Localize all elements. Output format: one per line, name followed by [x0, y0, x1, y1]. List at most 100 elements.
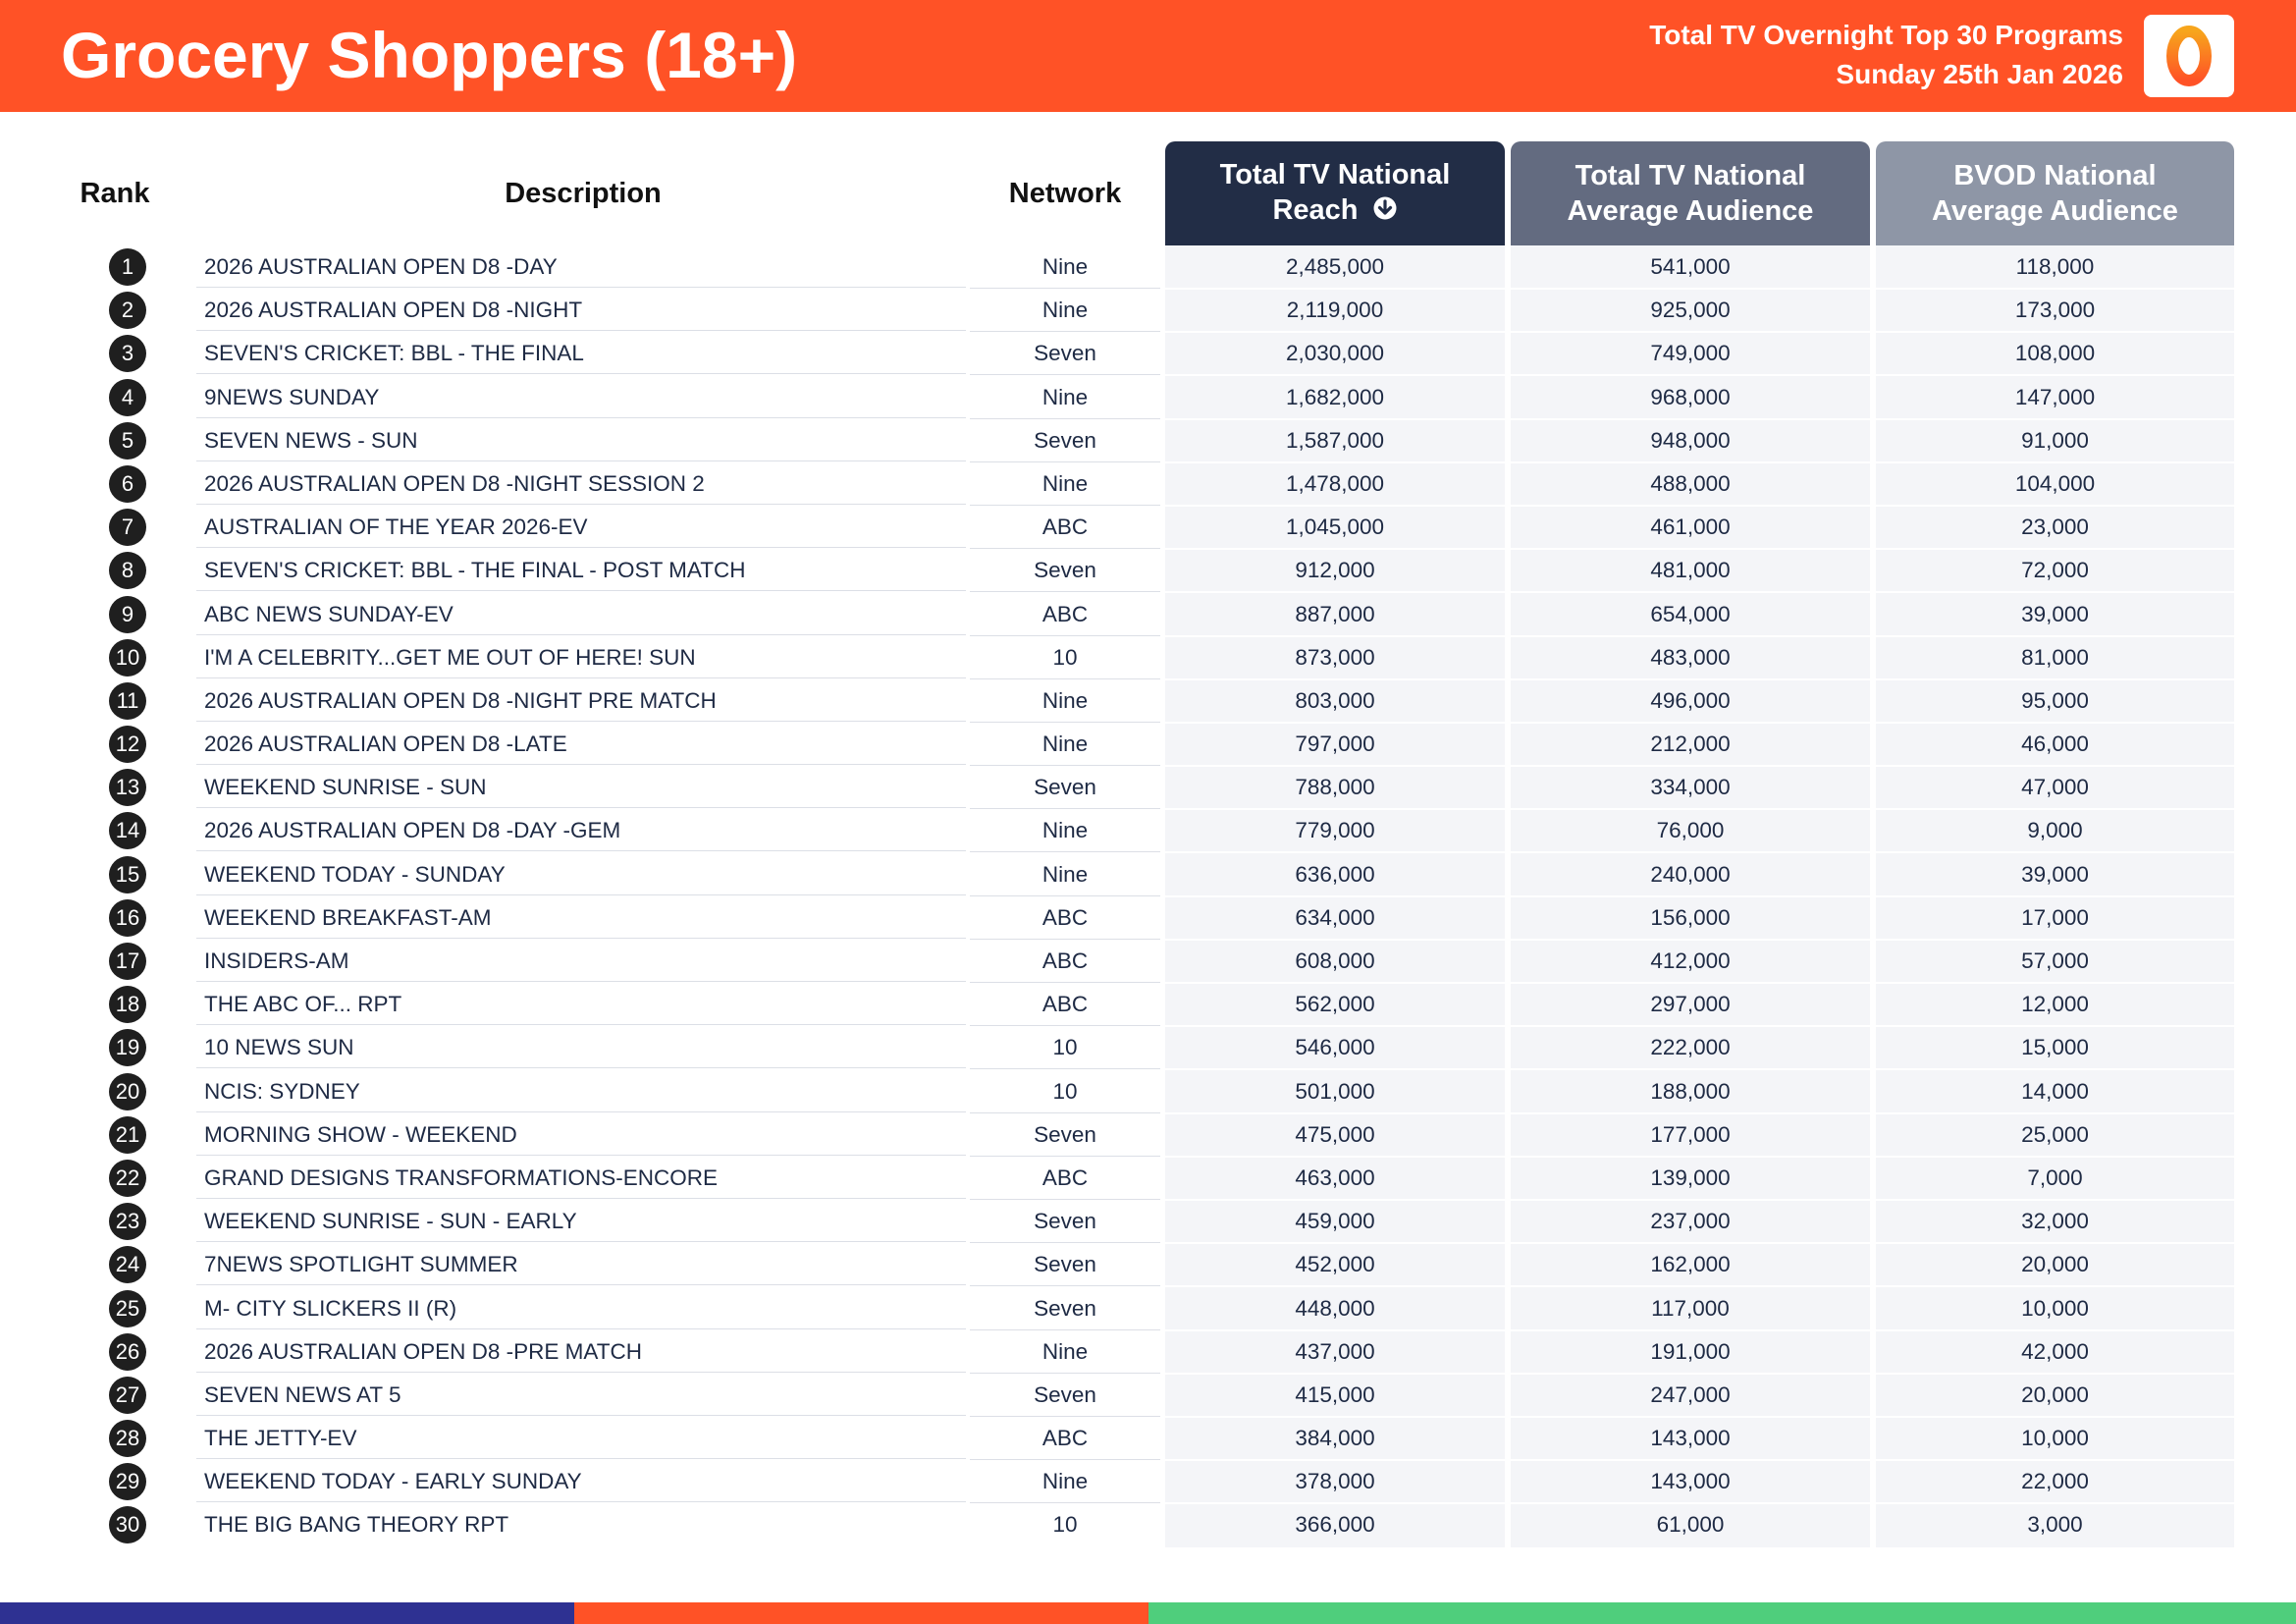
- network-name: ABC: [970, 983, 1160, 1027]
- table-row: 6 2026 AUSTRALIAN OPEN D8 -NIGHT SESSION …: [0, 462, 2296, 507]
- program-description: SEVEN'S CRICKET: BBL - THE FINAL - POST …: [196, 549, 966, 592]
- rank-cell: 24: [57, 1243, 196, 1285]
- column-header-bvod[interactable]: BVOD National Average Audience: [1876, 141, 2234, 245]
- average-audience-value: 749,000: [1511, 332, 1870, 377]
- table-row: 29 WEEKEND TODAY - EARLY SUNDAY Nine 378,00…: [0, 1460, 2296, 1505]
- bvod-value: 25,000: [1876, 1113, 2234, 1158]
- bvod-value: 9,000: [1876, 809, 2234, 854]
- table-row: 12 2026 AUSTRALIAN OPEN D8 -LATE Nine 797,0…: [0, 723, 2296, 768]
- rank-cell: 18: [57, 983, 196, 1025]
- average-audience-value: 76,000: [1511, 809, 1870, 854]
- average-audience-value: 968,000: [1511, 376, 1870, 420]
- column-header-network: Network: [1008, 178, 1122, 209]
- bvod-value: 173,000: [1876, 289, 2234, 334]
- rank-badge: 16: [109, 898, 146, 937]
- rank-badge: 6: [109, 464, 146, 503]
- program-description: THE ABC OF... RPT: [196, 983, 966, 1026]
- average-audience-value: 188,000: [1511, 1070, 1870, 1114]
- arrow-down-circle-icon[interactable]: [1372, 194, 1398, 230]
- network-name: 10: [970, 1070, 1160, 1113]
- average-audience-value: 143,000: [1511, 1460, 1870, 1505]
- rank-cell: 3: [57, 332, 196, 374]
- network-name: Seven: [970, 1243, 1160, 1287]
- network-name: Nine: [970, 723, 1160, 767]
- reach-value: 2,485,000: [1165, 245, 1505, 290]
- table-row: 2 2026 AUSTRALIAN OPEN D8 -NIGHT Nine 2,119…: [0, 289, 2296, 334]
- bvod-value: 10,000: [1876, 1417, 2234, 1462]
- rank-cell: 7: [57, 506, 196, 548]
- column-header-reach-line2: Reach: [1272, 194, 1359, 227]
- average-audience-value: 156,000: [1511, 896, 1870, 941]
- table-row: 27 SEVEN NEWS AT 5 Seven 415,000 247,000 20,0…: [0, 1374, 2296, 1418]
- rank-cell: 30: [57, 1503, 196, 1545]
- average-audience-value: 948,000: [1511, 419, 1870, 463]
- reach-value: 2,119,000: [1165, 289, 1505, 334]
- reach-value: 1,682,000: [1165, 376, 1505, 420]
- reach-value: 501,000: [1165, 1070, 1505, 1114]
- table-row: 22 GRAND DESIGNS TRANSFORMATIONS-ENCORE AB…: [0, 1157, 2296, 1201]
- reach-value: 634,000: [1165, 896, 1505, 941]
- reach-value: 384,000: [1165, 1417, 1505, 1462]
- reach-value: 797,000: [1165, 723, 1505, 768]
- bvod-value: 47,000: [1876, 766, 2234, 811]
- rank-badge: 30: [109, 1506, 146, 1544]
- rank-badge: 9: [109, 595, 146, 633]
- rank-cell: 17: [57, 940, 196, 982]
- program-description: 2026 AUSTRALIAN OPEN D8 -NIGHT SESSION 2: [196, 462, 966, 505]
- table-row: 20 NCIS: SYDNEY 10 501,000 188,000 14,000: [0, 1070, 2296, 1114]
- table-row: 8 SEVEN'S CRICKET: BBL - THE FINAL - POST…: [0, 549, 2296, 594]
- column-header-average-audience[interactable]: Total TV National Average Audience: [1511, 141, 1870, 245]
- rank-badge: 14: [109, 812, 146, 850]
- rank-badge: 4: [109, 378, 146, 416]
- network-name: Seven: [970, 1113, 1160, 1157]
- average-audience-value: 139,000: [1511, 1157, 1870, 1201]
- table-row: 13 WEEKEND SUNRISE - SUN Seven 788,000 334,0…: [0, 766, 2296, 811]
- rank-badge: 13: [109, 769, 146, 807]
- rank-cell: 28: [57, 1417, 196, 1459]
- bvod-value: 20,000: [1876, 1374, 2234, 1418]
- program-description: 9NEWS SUNDAY: [196, 376, 966, 418]
- bvod-value: 10,000: [1876, 1287, 2234, 1331]
- rank-badge: 12: [109, 726, 146, 764]
- reach-value: 378,000: [1165, 1460, 1505, 1505]
- rank-cell: 25: [57, 1287, 196, 1329]
- rank-badge: 8: [109, 552, 146, 590]
- column-header-rank: Rank: [80, 178, 150, 209]
- network-name: Nine: [970, 679, 1160, 723]
- reach-value: 415,000: [1165, 1374, 1505, 1418]
- reach-value: 475,000: [1165, 1113, 1505, 1158]
- average-audience-value: 334,000: [1511, 766, 1870, 811]
- table-row: 30 THE BIG BANG THEORY RPT 10 366,000 61,000…: [0, 1503, 2296, 1546]
- column-header-avg-line1: Total TV National: [1575, 160, 1806, 191]
- rank-badge: 24: [109, 1246, 146, 1284]
- network-name: Seven: [970, 1287, 1160, 1330]
- bvod-value: 57,000: [1876, 940, 2234, 984]
- report-header: Grocery Shoppers (18+) Total TV Overnigh…: [0, 0, 2296, 112]
- average-audience-value: 297,000: [1511, 983, 1870, 1028]
- network-name: Nine: [970, 289, 1160, 333]
- average-audience-value: 496,000: [1511, 679, 1870, 724]
- program-description: WEEKEND BREAKFAST-AM: [196, 896, 966, 939]
- bvod-value: 7,000: [1876, 1157, 2234, 1201]
- footer-bar-green: [1148, 1602, 2296, 1624]
- column-header-bvod-line2: Average Audience: [1932, 195, 2178, 227]
- rank-cell: 11: [57, 679, 196, 722]
- column-header-reach[interactable]: Total TV National Reach: [1165, 141, 1505, 245]
- program-description: WEEKEND SUNRISE - SUN - EARLY: [196, 1200, 966, 1243]
- table-row: 4 9NEWS SUNDAY Nine 1,682,000 968,000 147,000: [0, 376, 2296, 420]
- network-name: Seven: [970, 1200, 1160, 1244]
- reach-value: 887,000: [1165, 593, 1505, 637]
- bvod-value: 118,000: [1876, 245, 2234, 290]
- bvod-value: 32,000: [1876, 1200, 2234, 1245]
- rank-badge: 10: [109, 638, 146, 677]
- network-name: ABC: [970, 506, 1160, 550]
- average-audience-value: 143,000: [1511, 1417, 1870, 1462]
- table-row: 3 SEVEN'S CRICKET: BBL - THE FINAL Seven 2,…: [0, 332, 2296, 377]
- table-row: 7 AUSTRALIAN OF THE YEAR 2026-EV ABC 1,045,…: [0, 506, 2296, 551]
- reach-value: 452,000: [1165, 1243, 1505, 1288]
- rank-badge: 5: [109, 421, 146, 460]
- rank-badge: 15: [109, 855, 146, 893]
- reach-value: 873,000: [1165, 636, 1505, 680]
- program-description: 10 NEWS SUN: [196, 1026, 966, 1069]
- programs-table: 1 2026 AUSTRALIAN OPEN D8 -DAY Nine 2,485,0…: [0, 245, 2296, 1547]
